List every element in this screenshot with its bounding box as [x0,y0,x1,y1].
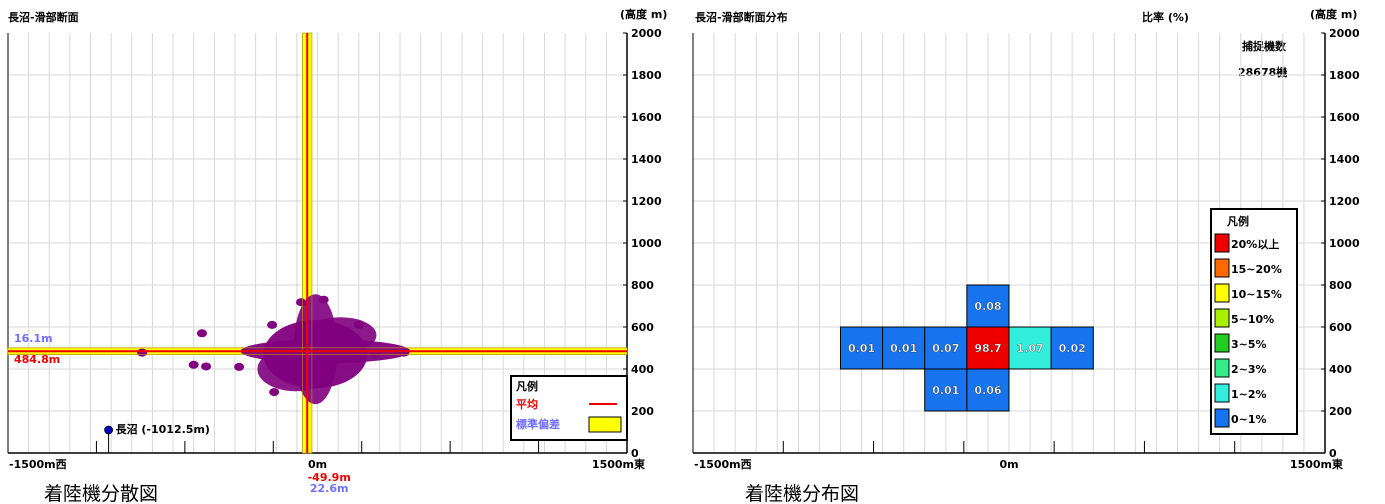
right-y-tick-label: 1600 [1329,111,1360,124]
scatter-point [318,295,329,304]
right-chart-title: 長沼-滑部断面分布 [695,10,788,24]
right-caption: 着陸機分布図 [745,483,859,504]
left-y-tick-label: 1000 [631,237,662,250]
right-x-tick-label: 0m [999,458,1018,471]
heatmap-cell-label: 0.02 [1059,342,1086,355]
heatmap-cell-label: 0.01 [932,384,959,397]
left-y-tick-label: 800 [631,279,654,292]
std-y-label: 16.1m [14,332,53,345]
heatmap-cell [1008,326,1052,370]
heatmap-cell [966,284,1010,328]
legend-label: 2~3% [1231,363,1267,376]
legend-label: 3~5% [1231,338,1267,351]
left-y-tick-label: 1800 [631,69,662,82]
left-y-tick-label: 1600 [631,111,662,124]
legend-label-mean: 平均 [516,397,538,411]
right-ratio-label: 比率 (%) [1142,10,1189,24]
legend-swatch [1214,333,1230,353]
scatter-point [201,362,212,371]
left-y-tick-label: 0 [631,447,639,460]
scatter-point [399,348,410,357]
heatmap-cell-label: 0.08 [974,300,1001,313]
heatmap-cell-label: 98.7 [974,342,1001,355]
right-y-tick-label: 1800 [1329,69,1360,82]
right-y-tick-label: 1000 [1329,237,1360,250]
legend-label: 15~20% [1231,263,1282,276]
legend-label: 10~15% [1231,288,1282,301]
legend-label: 5~10% [1231,313,1274,326]
scatter-point [196,329,207,338]
left-units-label: (高度 m) [620,7,667,21]
legend-label-std: 標準偏差 [516,417,560,431]
right-units-label: (高度 m) [1310,7,1357,21]
left-y-tick-label: 400 [631,363,654,376]
scatter-point [269,388,280,397]
legend-swatch [1214,308,1230,328]
scatter-point [267,320,278,329]
heatmap-cell-label: 0.07 [932,342,959,355]
scatter-point [353,320,364,329]
legend-swatch [1214,233,1230,253]
legend-label: 1~2% [1231,388,1267,401]
right-y-tick-label: 1200 [1329,195,1360,208]
count-value: 28678機 [1238,65,1287,79]
left-x-tick-label: -1500m西 [9,458,67,471]
left-caption: 着陸機分散図 [44,483,158,504]
heatmap-cell [924,326,968,370]
scatter-point [188,360,199,369]
right-x-tick-label: 1500m東 [1290,457,1344,471]
heatmap-cell [966,368,1010,412]
mean-x-label: -49.9m [308,471,351,484]
legend-label: 0~1% [1231,413,1267,426]
legend-title: 凡例 [516,379,538,393]
heatmap-cell-label: 0.01 [890,342,917,355]
legend-label: 20%以上 [1231,237,1279,251]
legend-title: 凡例 [1227,214,1249,228]
legend-swatch [1214,408,1230,428]
right-x-tick-label: -1500m西 [694,458,752,471]
scatter-point [234,362,245,371]
heatmap-cell [966,326,1010,370]
right-y-tick-label: 200 [1329,405,1352,418]
scatter-point [137,348,148,357]
heatmap-cell-label: 0.01 [848,342,875,355]
reference-label: 長沼 (-1012.5m) [116,422,210,436]
scatter-point [322,373,333,382]
legend-swatch-std [588,416,622,433]
mean-y-label: 484.8m [14,353,60,366]
left-chart: 0 200 400 600 800 1000 1200 1400 1600 1800 2000 -15… [7,27,662,495]
reference-point [104,425,113,435]
right-y-tick-label: 1400 [1329,153,1360,166]
right-y-tick-label: 2000 [1329,27,1360,40]
right-y-tick-label: 600 [1329,321,1352,334]
scatter-cluster [257,347,334,392]
right-chart: 0 200 400 600 800 1000 1200 1400 1600 1800 2000 -15… [692,27,1360,471]
left-y-tick-label: 1400 [631,153,662,166]
right-y-tick-label: 0 [1329,447,1337,460]
right-y-tick-label: 400 [1329,363,1352,376]
left-y-tick-label: 2000 [631,27,662,40]
legend-swatch [1214,383,1230,403]
left-y-tick-label: 200 [631,405,654,418]
left-y-tick-label: 600 [631,321,654,334]
heatmap-cell-label: 0.06 [974,384,1001,397]
heatmap-cell-label: 1.07 [1016,342,1043,355]
left-x-tick-label: 1500m東 [592,457,646,471]
heatmap-cell [1050,326,1094,370]
legend-swatch [1214,258,1230,278]
legend-swatch [1214,358,1230,378]
std-x-label: 22.6m [310,482,349,495]
heatmap-cell [839,326,884,370]
scatter-point [295,298,306,307]
count-label: 捕捉機数 [1242,39,1287,53]
left-x-tick-label: 0m [308,458,327,471]
left-y-tick-label: 1200 [631,195,662,208]
right-y-tick-label: 800 [1329,279,1352,292]
legend-swatch [1214,283,1230,303]
left-chart-title: 長沼-滑部断面 [8,10,79,24]
